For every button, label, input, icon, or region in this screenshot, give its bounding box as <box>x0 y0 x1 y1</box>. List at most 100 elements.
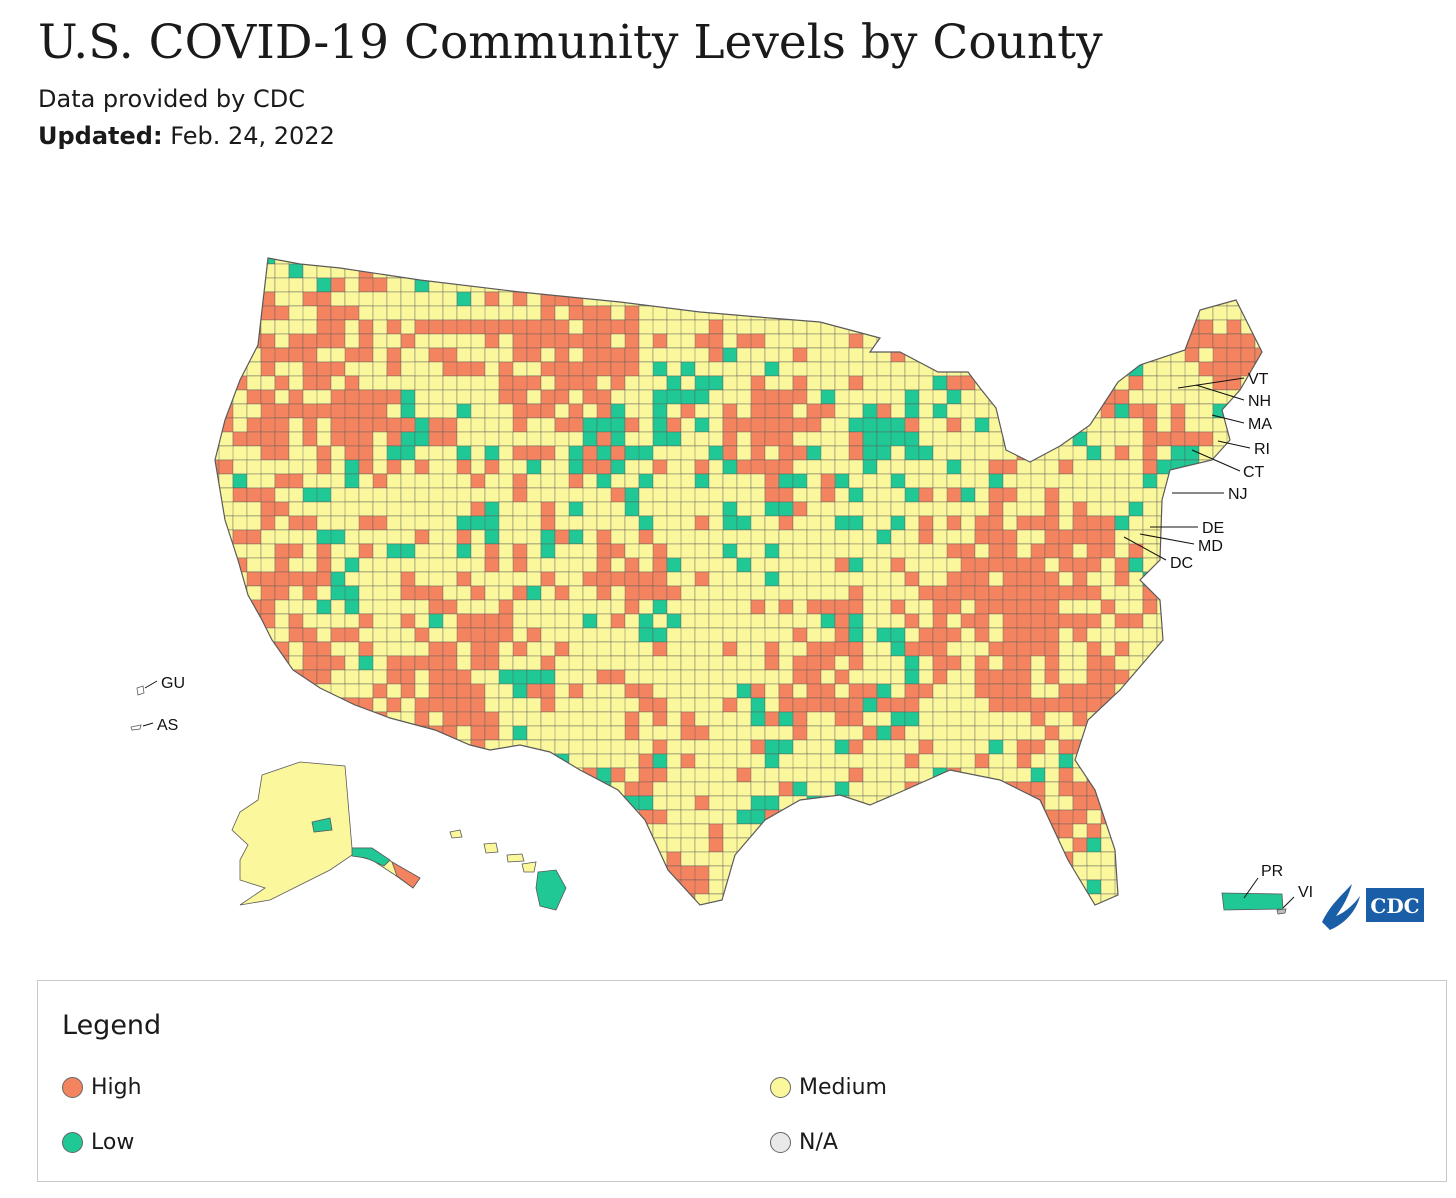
county-cell[interactable] <box>205 277 220 293</box>
county-cell[interactable] <box>1114 711 1130 727</box>
county-cell[interactable] <box>750 725 766 741</box>
county-cell[interactable] <box>358 823 388 839</box>
county-cell[interactable] <box>960 333 990 349</box>
county-cell[interactable] <box>344 879 374 895</box>
county-cell[interactable] <box>344 795 374 811</box>
county-cell[interactable] <box>386 571 402 587</box>
county-cell[interactable] <box>1030 361 1046 377</box>
county-cell[interactable] <box>582 725 598 741</box>
county-cell[interactable] <box>246 277 262 293</box>
county-cell[interactable] <box>1030 403 1046 419</box>
county-cell[interactable] <box>1184 641 1200 657</box>
county-cell[interactable] <box>918 571 934 587</box>
county-cell[interactable] <box>652 291 668 307</box>
county-cell[interactable] <box>1184 487 1214 503</box>
county-cell[interactable] <box>344 739 360 755</box>
county-cell[interactable] <box>848 837 878 853</box>
county-cell[interactable] <box>428 431 444 447</box>
county-cell[interactable] <box>442 879 472 895</box>
county-cell[interactable] <box>1086 319 1116 335</box>
legend-item-high[interactable]: High <box>62 1075 142 1100</box>
county-cell[interactable] <box>988 515 1004 531</box>
county-cell[interactable] <box>344 585 360 601</box>
county-cell[interactable] <box>1044 459 1060 475</box>
county-cell[interactable] <box>1171 908 1185 922</box>
county-cell[interactable] <box>526 767 556 783</box>
county-cell[interactable] <box>904 893 920 908</box>
county-cell[interactable] <box>1212 781 1228 797</box>
county-cell[interactable] <box>1184 515 1200 531</box>
county-cell[interactable] <box>862 347 878 363</box>
county-cell[interactable] <box>359 908 387 922</box>
county-cell[interactable] <box>498 515 514 531</box>
county-cell[interactable] <box>610 879 626 895</box>
county-cell[interactable] <box>835 908 849 922</box>
county-cell[interactable] <box>666 767 682 783</box>
county-cell[interactable] <box>1170 683 1186 699</box>
county-cell[interactable] <box>218 250 234 265</box>
county-cell[interactable] <box>708 473 724 489</box>
county-cell[interactable] <box>246 445 262 461</box>
county-cell[interactable] <box>596 501 612 517</box>
county-cell[interactable] <box>568 403 584 419</box>
county-cell[interactable] <box>1269 600 1283 614</box>
county-cell[interactable] <box>1128 837 1144 853</box>
county-cell[interactable] <box>218 585 234 601</box>
county-cell[interactable] <box>806 865 836 881</box>
county-cell[interactable] <box>1044 893 1060 908</box>
county-cell[interactable] <box>205 697 220 713</box>
county-cell[interactable] <box>428 375 444 391</box>
county-cell[interactable] <box>456 543 472 559</box>
county-cell[interactable] <box>820 529 836 545</box>
county-cell[interactable] <box>526 599 542 615</box>
county-cell[interactable] <box>1002 473 1018 489</box>
county-cell[interactable] <box>1100 431 1116 447</box>
county-cell[interactable] <box>386 767 402 783</box>
county-cell[interactable] <box>1198 683 1228 699</box>
county-cell[interactable] <box>890 795 906 811</box>
county-cell[interactable] <box>484 795 500 811</box>
county-cell[interactable] <box>1128 739 1144 755</box>
county-cell[interactable] <box>1184 837 1214 853</box>
county-cell[interactable] <box>610 389 626 405</box>
county-cell[interactable] <box>750 781 766 797</box>
county-cell[interactable] <box>512 459 528 475</box>
county-cell[interactable] <box>1170 473 1186 489</box>
county-cell[interactable] <box>288 403 304 419</box>
county-cell[interactable] <box>862 823 878 839</box>
county-cell[interactable] <box>932 753 948 769</box>
county-cell[interactable] <box>1170 613 1186 629</box>
county-cell[interactable] <box>526 459 542 475</box>
county-cell[interactable] <box>484 557 500 573</box>
county-cell[interactable] <box>624 571 640 587</box>
county-cell[interactable] <box>386 333 402 349</box>
county-cell[interactable] <box>274 263 290 279</box>
county-cell[interactable] <box>988 403 1018 419</box>
county-cell[interactable] <box>610 250 640 265</box>
county-cell[interactable] <box>666 291 696 307</box>
county-cell[interactable] <box>862 641 878 657</box>
county-cell[interactable] <box>372 263 388 279</box>
county-cell[interactable] <box>512 515 528 531</box>
county-cell[interactable] <box>918 893 934 908</box>
county-cell[interactable] <box>638 459 654 475</box>
county-cell[interactable] <box>400 291 416 307</box>
county-cell[interactable] <box>218 739 234 755</box>
county-cell[interactable] <box>1212 445 1228 461</box>
county-cell[interactable] <box>1114 487 1130 503</box>
county-cell[interactable] <box>806 809 836 825</box>
county-cell[interactable] <box>652 431 668 447</box>
county-cell[interactable] <box>652 529 668 545</box>
county-cell[interactable] <box>246 515 262 531</box>
county-cell[interactable] <box>694 711 710 727</box>
county-cell[interactable] <box>1072 487 1088 503</box>
county-cell[interactable] <box>498 683 514 699</box>
county-cell[interactable] <box>1156 487 1172 503</box>
county-cell[interactable] <box>1254 277 1269 293</box>
county-cell[interactable] <box>1198 333 1214 349</box>
county-cell[interactable] <box>540 781 556 797</box>
county-cell[interactable] <box>806 851 822 867</box>
hawaii-big-island[interactable] <box>535 869 567 911</box>
county-cell[interactable] <box>302 711 318 727</box>
county-cell[interactable] <box>386 487 402 503</box>
